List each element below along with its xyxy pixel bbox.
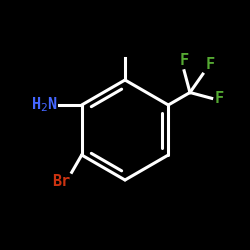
- Text: F: F: [215, 91, 224, 106]
- Text: F: F: [205, 56, 214, 72]
- Text: F: F: [180, 53, 189, 68]
- Text: Br: Br: [52, 174, 70, 188]
- Text: H$_2$N: H$_2$N: [31, 96, 58, 114]
